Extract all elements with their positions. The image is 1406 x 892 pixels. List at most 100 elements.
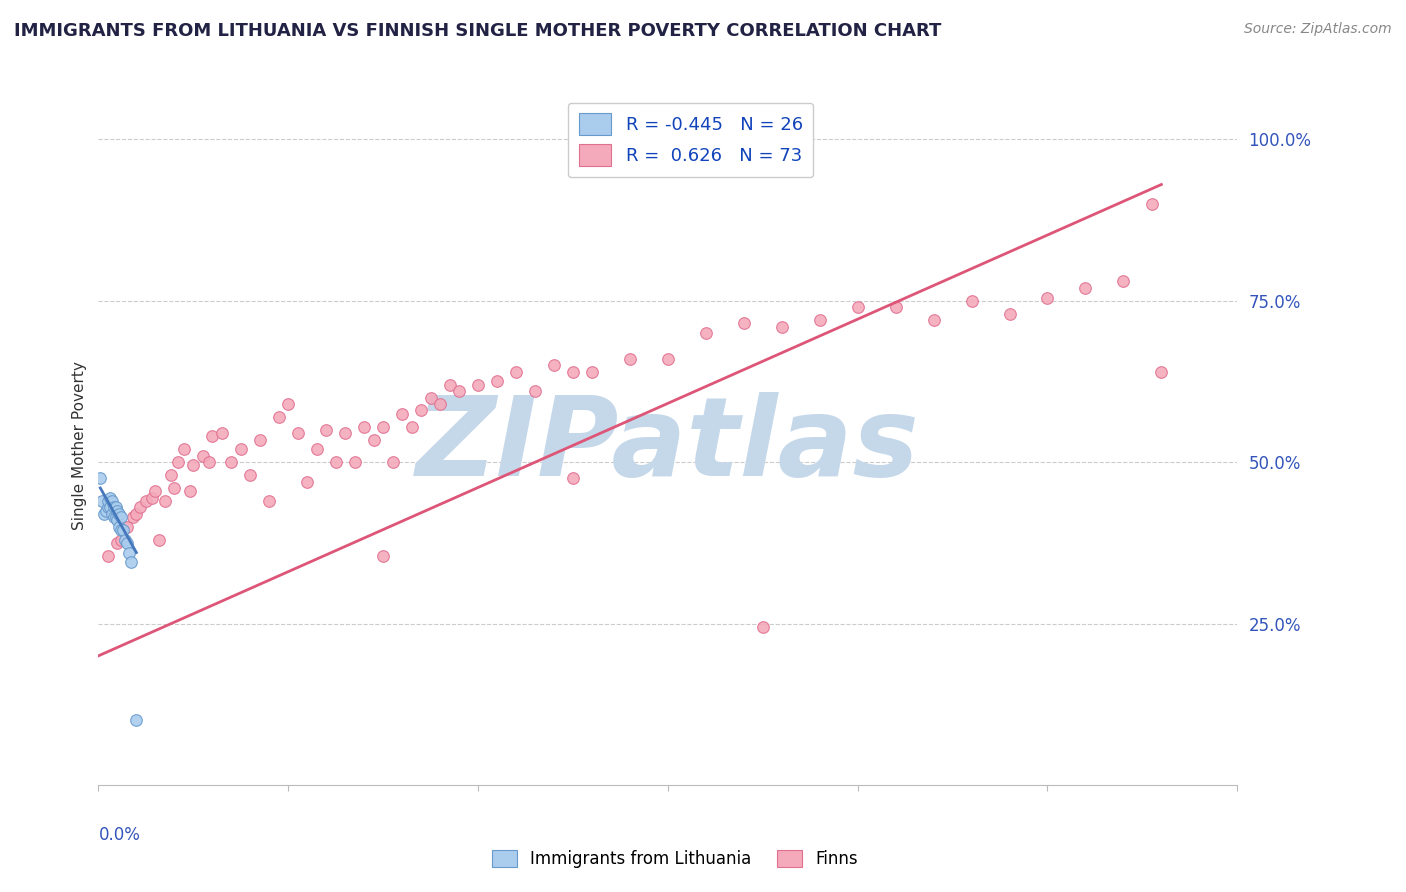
Point: [960, 293, 983, 308]
Point: [91, 494, 114, 508]
Point: [371, 419, 394, 434]
Point: [100, 494, 122, 508]
Point: [107, 503, 129, 517]
Point: [167, 455, 190, 469]
Point: [419, 391, 441, 405]
Point: [486, 375, 509, 389]
Point: [391, 407, 413, 421]
Point: [108, 507, 131, 521]
Point: [305, 442, 328, 457]
Point: [1112, 274, 1135, 288]
Point: [524, 384, 547, 398]
Point: [145, 484, 167, 499]
Point: [93, 507, 115, 521]
Point: [287, 426, 309, 441]
Text: ZIPatlas: ZIPatlas: [416, 392, 920, 500]
Text: 0.0%: 0.0%: [98, 826, 141, 844]
Point: [998, 307, 1021, 321]
Point: [104, 510, 127, 524]
Point: [229, 442, 252, 457]
Point: [733, 316, 755, 330]
Point: [104, 500, 127, 515]
Legend: R = -0.445   N = 26, R =  0.626   N = 73: R = -0.445 N = 26, R = 0.626 N = 73: [568, 103, 814, 178]
Point: [1074, 281, 1097, 295]
Point: [239, 468, 262, 483]
Point: [114, 533, 136, 547]
Point: [353, 419, 375, 434]
Point: [107, 536, 129, 550]
Point: [297, 475, 319, 489]
Point: [1036, 291, 1059, 305]
Point: [449, 384, 471, 398]
Point: [110, 533, 132, 547]
Y-axis label: Single Mother Poverty: Single Mother Poverty: [72, 361, 87, 531]
Point: [325, 455, 347, 469]
Point: [267, 409, 290, 424]
Point: [619, 351, 641, 366]
Point: [429, 397, 451, 411]
Point: [249, 433, 271, 447]
Point: [467, 377, 489, 392]
Point: [211, 426, 233, 441]
Point: [363, 433, 385, 447]
Point: [1140, 197, 1163, 211]
Point: [221, 455, 243, 469]
Point: [439, 377, 461, 392]
Point: [98, 500, 121, 515]
Legend: Immigrants from Lithuania, Finns: Immigrants from Lithuania, Finns: [485, 843, 865, 875]
Point: [121, 510, 143, 524]
Point: [153, 494, 176, 508]
Point: [148, 533, 170, 547]
Point: [108, 519, 131, 533]
Point: [335, 426, 357, 441]
Point: [115, 519, 138, 533]
Point: [922, 313, 945, 327]
Point: [97, 549, 120, 563]
Point: [343, 455, 366, 469]
Point: [103, 510, 125, 524]
Point: [657, 351, 679, 366]
Point: [770, 319, 793, 334]
Point: [97, 500, 120, 515]
Point: [103, 500, 125, 515]
Point: [562, 471, 585, 485]
Point: [808, 313, 831, 327]
Point: [135, 494, 157, 508]
Point: [173, 442, 195, 457]
Point: [125, 714, 148, 728]
Point: [115, 536, 138, 550]
Point: [401, 419, 423, 434]
Point: [125, 507, 148, 521]
Point: [259, 494, 281, 508]
Point: [129, 500, 152, 515]
Point: [371, 549, 394, 563]
Point: [752, 620, 775, 634]
Point: [94, 503, 117, 517]
Point: [98, 491, 121, 505]
Point: [183, 458, 205, 473]
Point: [201, 429, 224, 443]
Point: [89, 471, 111, 485]
Point: [110, 523, 132, 537]
Point: [159, 468, 181, 483]
Point: [1150, 365, 1173, 379]
Point: [411, 403, 433, 417]
Text: IMMIGRANTS FROM LITHUANIA VS FINNISH SINGLE MOTHER POVERTY CORRELATION CHART: IMMIGRANTS FROM LITHUANIA VS FINNISH SIN…: [14, 22, 942, 40]
Point: [543, 359, 565, 373]
Point: [107, 513, 129, 527]
Point: [197, 455, 219, 469]
Point: [112, 523, 135, 537]
Point: [118, 545, 141, 559]
Point: [163, 481, 186, 495]
Point: [191, 449, 214, 463]
Text: Source: ZipAtlas.com: Source: ZipAtlas.com: [1244, 22, 1392, 37]
Point: [884, 300, 907, 314]
Point: [846, 300, 869, 314]
Point: [110, 510, 132, 524]
Point: [315, 423, 337, 437]
Point: [562, 365, 585, 379]
Point: [695, 326, 717, 340]
Point: [100, 507, 122, 521]
Point: [581, 365, 603, 379]
Point: [381, 455, 404, 469]
